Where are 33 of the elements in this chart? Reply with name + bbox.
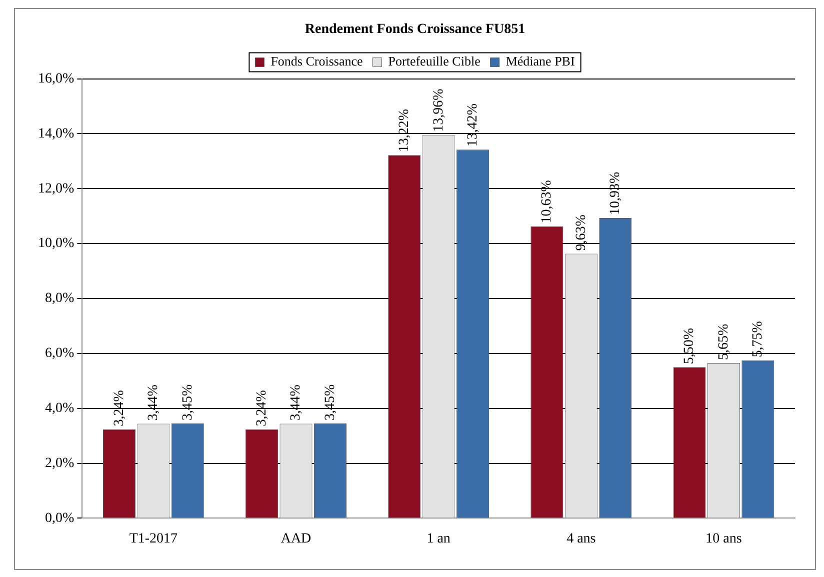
x-tick-label: AAD xyxy=(280,531,312,546)
y-tick-label: 8,0% xyxy=(44,291,74,306)
data-label: 13,22% xyxy=(397,108,412,152)
x-tick-label: 4 ans xyxy=(566,531,596,546)
data-label: 9,63% xyxy=(574,214,589,251)
data-label: 10,63% xyxy=(540,180,555,224)
y-tick-label: 10,0% xyxy=(38,236,74,252)
data-label: 5,50% xyxy=(682,328,698,364)
data-label: 10,93% xyxy=(608,172,624,216)
data-label: 13,96% xyxy=(431,88,446,132)
y-tick-label: 6,0% xyxy=(44,346,74,362)
legend-label: Fonds Croissance xyxy=(270,54,364,69)
x-tick-label: 1 an xyxy=(426,531,450,546)
data-label: 3,44% xyxy=(288,384,304,421)
y-tick-label: 16,0% xyxy=(38,71,74,86)
legend-label: Médiane PBI xyxy=(506,54,575,69)
chart-title: Rendement Fonds Croissance FU851 xyxy=(304,22,526,38)
y-tick-label: 14,0% xyxy=(38,126,74,142)
data-label: 3,24% xyxy=(112,390,127,426)
data-label: 5,75% xyxy=(750,320,766,358)
data-label: 3,45% xyxy=(322,384,338,420)
data-label: 13,42% xyxy=(465,103,480,147)
y-tick-label: 2,0% xyxy=(44,456,74,471)
x-tick-label: T1-2017 xyxy=(129,531,178,546)
legend-label: Portefeuille Cible xyxy=(388,54,481,69)
data-label: 3,45% xyxy=(180,384,196,420)
data-label: 3,44% xyxy=(146,384,162,421)
y-tick-label: 4,0% xyxy=(44,401,74,416)
y-tick-label: 0,0% xyxy=(44,510,74,526)
data-label: 5,65% xyxy=(716,324,732,360)
y-tick-label: 12,0% xyxy=(38,181,74,196)
data-label: 3,24% xyxy=(254,390,270,426)
x-tick-label: 10 ans xyxy=(706,531,742,546)
